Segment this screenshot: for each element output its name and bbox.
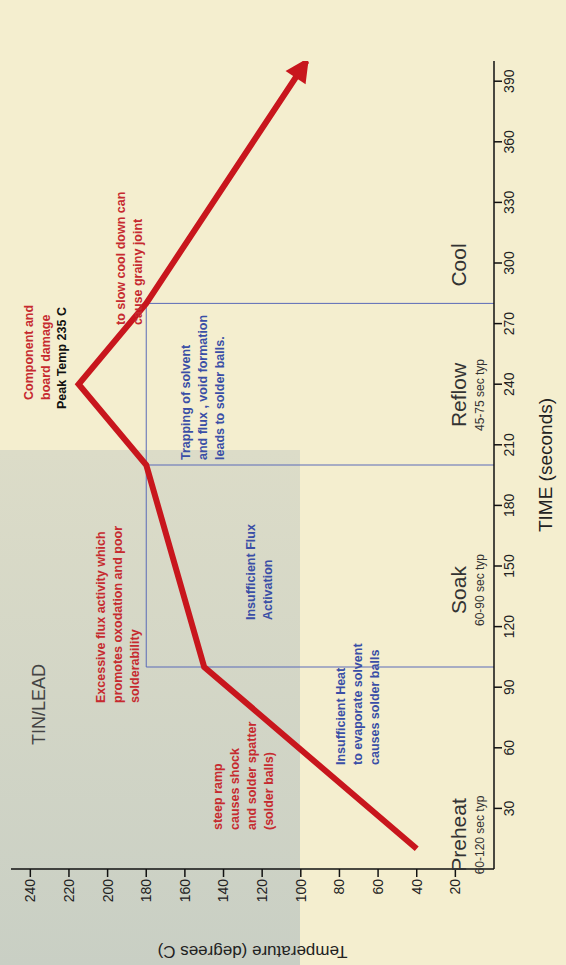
svg-text:100: 100 [293, 879, 309, 903]
svg-text:Reflow: Reflow [447, 362, 470, 427]
svg-text:Insufficient Heatto evaporate: Insufficient Heatto evaporate solventcau… [334, 643, 382, 765]
svg-text:240: 240 [501, 372, 517, 396]
svg-text:360: 360 [501, 130, 517, 154]
svg-text:140: 140 [215, 879, 231, 903]
svg-text:120: 120 [501, 615, 517, 639]
svg-text:220: 220 [61, 879, 77, 903]
svg-text:TIME (seconds): TIME (seconds) [535, 398, 556, 532]
svg-text:60-90 sec typ: 60-90 sec typ [473, 554, 487, 626]
svg-text:390: 390 [501, 69, 517, 93]
svg-text:Soak: Soak [447, 566, 470, 614]
svg-text:330: 330 [501, 191, 517, 215]
svg-text:210: 210 [501, 433, 517, 457]
svg-text:150: 150 [501, 554, 517, 578]
svg-text:240: 240 [22, 879, 38, 903]
svg-text:80: 80 [331, 879, 347, 895]
svg-text:steep rampcauses shockand sold: steep rampcauses shockand solder spatter… [211, 722, 276, 830]
svg-text:180: 180 [138, 879, 154, 903]
svg-text:to slow cool down cancause gra: to slow cool down cancause grainy joint [114, 192, 145, 325]
svg-text:60-120 sec typ: 60-120 sec typ [473, 795, 487, 874]
svg-text:20: 20 [447, 879, 463, 895]
svg-text:Peak Temp 235 C: Peak Temp 235 C [55, 307, 69, 409]
svg-text:300: 300 [501, 251, 517, 275]
svg-text:TIN/LEAD: TIN/LEAD [29, 664, 49, 745]
svg-text:Cool: Cool [447, 243, 470, 286]
svg-text:60: 60 [501, 740, 517, 756]
svg-text:160: 160 [177, 879, 193, 903]
svg-text:90: 90 [501, 679, 517, 695]
svg-text:Insufficient FluxActivation: Insufficient FluxActivation [244, 524, 275, 620]
svg-text:40: 40 [409, 879, 425, 895]
svg-text:180: 180 [501, 494, 517, 518]
svg-text:Temperature (degrees C): Temperature (degrees C) [158, 942, 348, 961]
svg-text:Excessive flux activity whichp: Excessive flux activity whichpromotes ox… [94, 526, 142, 703]
svg-text:120: 120 [254, 879, 270, 903]
svg-text:200: 200 [100, 879, 116, 903]
svg-text:45-75 sec typ: 45-75 sec typ [473, 359, 487, 431]
svg-text:30: 30 [501, 800, 517, 816]
svg-text:Preheat: Preheat [447, 798, 470, 872]
svg-text:270: 270 [501, 312, 517, 336]
svg-text:60: 60 [370, 879, 386, 895]
svg-text:Trapping of solventand flux ,: Trapping of solventand flux , void forma… [179, 315, 227, 460]
svg-text:Component andboard damage: Component andboard damage [22, 305, 53, 400]
